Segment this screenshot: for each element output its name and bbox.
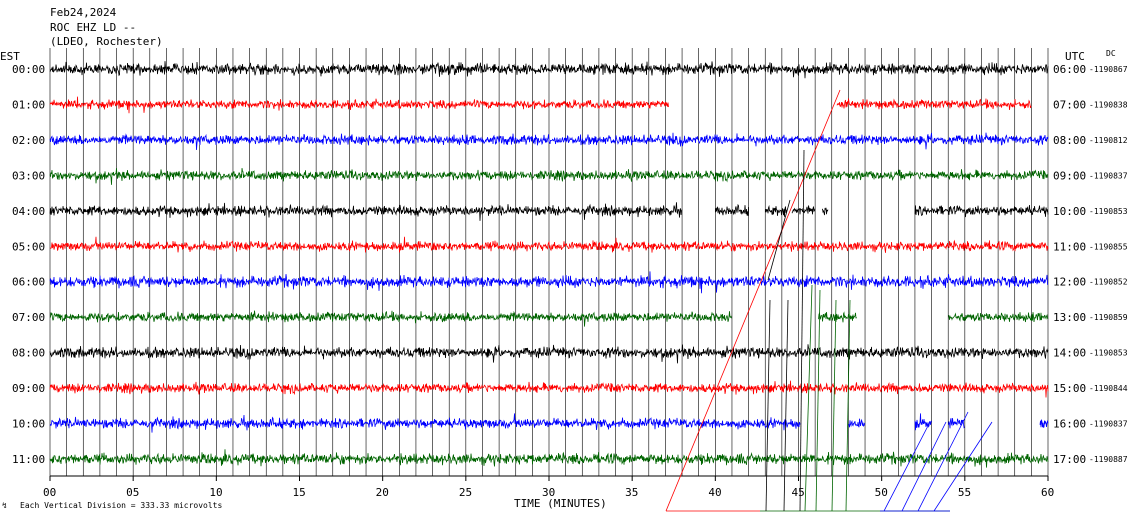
x-tick-label: 45 <box>792 486 805 499</box>
utc-axis-label: UTC <box>1065 50 1085 63</box>
header: Feb24,2024 ROC EHZ LD -- (LDEO, Rocheste… <box>0 6 1116 510</box>
dc-value: -1190837 <box>1089 420 1128 429</box>
utc-label: 14:00 <box>1053 347 1086 360</box>
trace-line <box>49 344 1049 364</box>
x-tick-label: 00 <box>43 486 56 499</box>
utc-label: 17:00 <box>1053 453 1086 466</box>
est-label: 11:00 <box>12 453 45 466</box>
utc-label: 10:00 <box>1053 205 1086 218</box>
trace-line <box>49 236 1049 253</box>
x-axis-ticks: 00 05 10 15 20 25 30 35 40 45 50 55 60 <box>43 476 1054 499</box>
trace-line <box>49 380 1049 398</box>
dc-value: -1190855 <box>1089 242 1128 251</box>
trace-line <box>49 449 1049 468</box>
trace-row-0000 <box>49 61 1049 79</box>
x-tick-label: 10 <box>209 486 222 499</box>
dc-label: DC <box>1106 49 1116 58</box>
x-tick-label: 60 <box>1041 486 1054 499</box>
dc-value: -1190859 <box>1089 313 1128 322</box>
x-tick-label: 35 <box>625 486 638 499</box>
dc-value: -1190887 <box>1089 455 1128 464</box>
est-label: 01:00 <box>12 98 45 111</box>
x-tick-label: 25 <box>459 486 472 499</box>
dc-value: -1190853 <box>1089 349 1128 358</box>
est-label: 09:00 <box>12 382 45 395</box>
utc-label: 15:00 <box>1053 382 1086 395</box>
trace-line <box>49 413 1049 433</box>
x-axis-label: TIME (MINUTES) <box>514 497 607 510</box>
est-label: 08:00 <box>12 347 45 360</box>
trace-overflow-lines <box>665 89 993 512</box>
chart-title-date: Feb24,2024 <box>50 6 117 19</box>
x-tick-label: 15 <box>293 486 306 499</box>
overflow-line <box>845 299 851 512</box>
dc-value: -1190812 <box>1089 136 1128 145</box>
x-tick-label: 50 <box>875 486 888 499</box>
utc-label: 16:00 <box>1053 418 1086 431</box>
trace-row-1100 <box>49 449 1049 468</box>
dc-value: -1190852 <box>1089 278 1128 287</box>
x-tick-label: 20 <box>376 486 389 499</box>
overflow-line <box>804 284 813 512</box>
overflow-line <box>917 411 969 512</box>
utc-label: 07:00 <box>1053 98 1086 111</box>
est-label: 07:00 <box>12 311 45 324</box>
overflow-line <box>799 149 805 512</box>
trace-line <box>49 132 1049 151</box>
trace-row-0200 <box>49 132 1049 151</box>
chart-station: ROC EHZ LD -- <box>50 21 136 34</box>
overflow-line <box>815 289 821 512</box>
dc-value: -1190844 <box>1089 384 1128 393</box>
overflow-line <box>831 299 837 512</box>
est-axis-label: EST <box>0 50 20 63</box>
x-tick-label: 55 <box>958 486 971 499</box>
utc-label: 09:00 <box>1053 169 1086 182</box>
chart-network: (LDEO, Rochester) <box>50 35 163 48</box>
est-label: 00:00 <box>12 63 45 76</box>
dc-value: -1190837 <box>1089 171 1128 180</box>
trace-row-0600 <box>49 271 1049 294</box>
overflow-line <box>783 299 789 512</box>
est-label: 10:00 <box>12 418 45 431</box>
overflow-line <box>665 89 841 512</box>
est-label: 06:00 <box>12 276 45 289</box>
x-tick-label: 30 <box>542 486 555 499</box>
trace-row-0500 <box>49 236 1049 253</box>
trace-row-0700 <box>49 310 1049 327</box>
x-tick-label: 40 <box>708 486 721 499</box>
trace-line <box>49 271 1049 294</box>
x-tick-label: 05 <box>126 486 139 499</box>
overflow-line <box>883 421 931 512</box>
utc-label: 06:00 <box>1053 63 1086 76</box>
est-label: 03:00 <box>12 169 45 182</box>
trace-line <box>49 61 1049 79</box>
overflow-line <box>901 421 947 512</box>
overflow-line <box>767 199 791 281</box>
vertical-division-label: Each Vertical Division = 333.33 microvol… <box>20 501 222 510</box>
trace-row-0800 <box>49 344 1049 364</box>
chart-grid <box>49 48 1049 477</box>
est-label: 04:00 <box>12 205 45 218</box>
est-label: 02:00 <box>12 134 45 147</box>
trace-line <box>49 168 1049 185</box>
overflow-line <box>765 299 771 512</box>
overflow-line <box>933 421 993 512</box>
trace-row-0900 <box>49 380 1049 398</box>
dc-value: -1190838 <box>1089 100 1128 109</box>
scale-mark: ↯ <box>2 501 7 510</box>
trace-row-1000 <box>49 413 1049 433</box>
utc-label: 11:00 <box>1053 240 1086 253</box>
utc-label: 08:00 <box>1053 134 1086 147</box>
est-label: 05:00 <box>12 240 45 253</box>
trace-row-0300 <box>49 168 1049 185</box>
seismic-traces <box>49 61 1049 468</box>
trace-line <box>49 310 1049 327</box>
utc-label: 13:00 <box>1053 311 1086 324</box>
dc-value: -1190867 <box>1089 65 1128 74</box>
utc-label: 12:00 <box>1053 276 1086 289</box>
dc-value: -1190853 <box>1089 207 1128 216</box>
